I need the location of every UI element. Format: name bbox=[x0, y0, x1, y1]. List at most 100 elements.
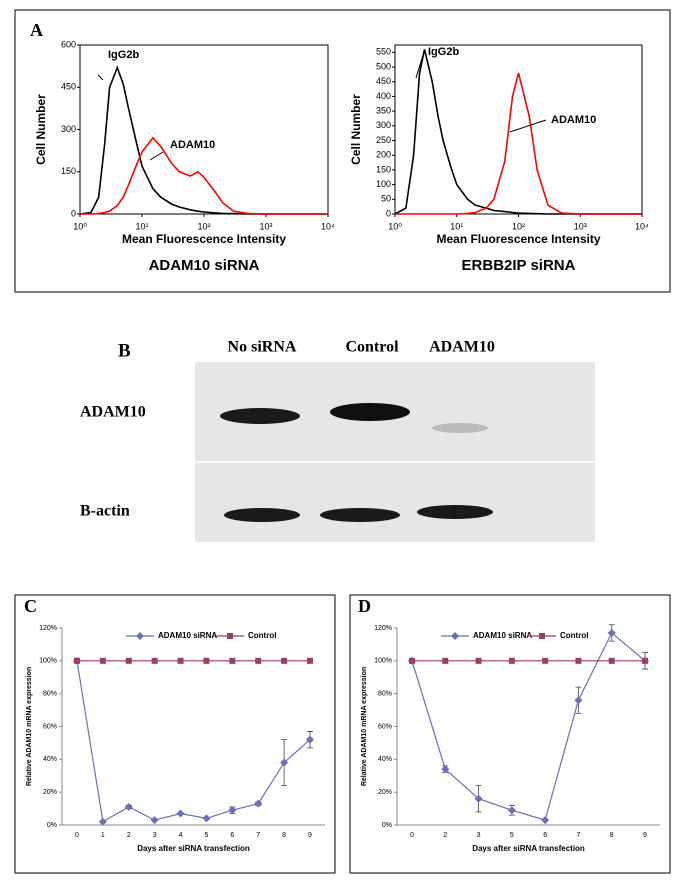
point bbox=[442, 657, 449, 664]
row-label: B-actin bbox=[80, 503, 130, 520]
x-tick-label: 10³ bbox=[259, 221, 272, 231]
band bbox=[417, 505, 493, 519]
y-tick-label: 50 bbox=[381, 194, 391, 204]
x-tick-label: 4 bbox=[179, 832, 183, 839]
point bbox=[306, 735, 314, 744]
y-tick-label: 100% bbox=[39, 658, 57, 665]
point bbox=[642, 657, 648, 664]
y-tick-label: 550 bbox=[376, 47, 391, 57]
y-tick-label: 60% bbox=[378, 723, 392, 730]
annotation: IgG2b bbox=[108, 49, 139, 61]
y-tick-label: 150 bbox=[61, 166, 76, 176]
x-tick-label: 2 bbox=[443, 832, 447, 839]
panel-a-frame bbox=[14, 9, 671, 293]
point bbox=[575, 657, 582, 664]
x-tick-label: 6 bbox=[543, 832, 547, 839]
y-tick-label: 0 bbox=[71, 208, 76, 218]
point bbox=[125, 657, 132, 664]
x-tick-label: 1 bbox=[101, 832, 105, 839]
point bbox=[176, 809, 185, 818]
annotation-arrow bbox=[149, 151, 164, 161]
x-tick-label: 5 bbox=[510, 832, 514, 839]
point bbox=[474, 794, 483, 803]
x-tick-label: 9 bbox=[308, 832, 312, 839]
point bbox=[441, 765, 450, 774]
column-label: ADAM10 bbox=[429, 339, 495, 356]
point bbox=[280, 758, 289, 767]
point bbox=[409, 657, 415, 664]
histogram-curve bbox=[395, 72, 642, 215]
blot: B No siRNA Control ADAM10 ADAM10 B-actin bbox=[80, 339, 595, 542]
point bbox=[74, 657, 80, 664]
point bbox=[124, 802, 133, 811]
histogram-curve bbox=[394, 49, 642, 215]
y-axis-label: Relative ADAM10 mRNA expression bbox=[361, 667, 368, 786]
point bbox=[307, 657, 313, 664]
point bbox=[475, 657, 482, 664]
point bbox=[507, 806, 516, 815]
point bbox=[255, 657, 262, 664]
y-axis-label: Cell Number bbox=[349, 94, 363, 165]
histogram-curve bbox=[80, 136, 328, 215]
y-tick-label: 150 bbox=[376, 164, 391, 174]
point bbox=[98, 817, 107, 826]
point bbox=[150, 816, 159, 825]
y-tick-label: 400 bbox=[376, 91, 391, 101]
x-tick-label: 8 bbox=[610, 832, 614, 839]
x-tick-label: 10⁰ bbox=[73, 221, 87, 231]
legend-marker bbox=[451, 632, 459, 640]
series-line bbox=[76, 660, 311, 823]
x-tick-label: 9 bbox=[643, 832, 647, 839]
y-tick-label: 100 bbox=[376, 179, 391, 189]
x-tick-label: 7 bbox=[256, 832, 260, 839]
panel-label: A bbox=[30, 20, 43, 40]
annotation-arrow bbox=[97, 74, 104, 81]
plot-frame bbox=[79, 44, 329, 215]
point bbox=[99, 657, 106, 664]
x-tick-label: 10¹ bbox=[135, 221, 148, 231]
point bbox=[281, 657, 288, 664]
y-tick-label: 450 bbox=[376, 76, 391, 86]
legend-label: Control bbox=[560, 631, 588, 640]
panel-c-frame bbox=[14, 594, 336, 874]
y-tick-label: 600 bbox=[61, 39, 76, 49]
x-tick-label: 10⁴ bbox=[321, 221, 335, 231]
point bbox=[607, 628, 616, 637]
y-tick-label: 120% bbox=[39, 625, 57, 632]
point bbox=[203, 657, 210, 664]
point bbox=[229, 657, 236, 664]
point bbox=[254, 799, 263, 808]
band bbox=[224, 508, 300, 522]
x-tick-label: 10³ bbox=[574, 221, 587, 231]
y-tick-label: 0 bbox=[386, 208, 391, 218]
panel-d-frame bbox=[349, 594, 671, 874]
x-tick-label: 10² bbox=[197, 221, 210, 231]
y-tick-label: 80% bbox=[378, 691, 392, 698]
y-tick-label: 80% bbox=[43, 691, 57, 698]
x-tick-label: 6 bbox=[230, 832, 234, 839]
column-label: No siRNA bbox=[228, 339, 297, 356]
x-tick-label: 0 bbox=[410, 832, 414, 839]
annotation: ADAM10 bbox=[551, 114, 596, 126]
y-tick-label: 20% bbox=[378, 789, 392, 796]
legend-marker bbox=[539, 633, 545, 639]
y-tick-label: 450 bbox=[61, 82, 76, 92]
point bbox=[228, 806, 237, 815]
y-tick-label: 0% bbox=[382, 822, 392, 829]
x-axis-label: Days after siRNA transfection bbox=[472, 844, 585, 853]
annotation: IgG2b bbox=[428, 46, 459, 58]
x-tick-label: 2 bbox=[127, 832, 131, 839]
x-axis-label: Mean Fluorescence Intensity bbox=[436, 232, 600, 246]
legend-marker bbox=[227, 633, 233, 639]
legend-label: ADAM10 siRNA bbox=[473, 631, 532, 640]
band bbox=[220, 408, 300, 424]
point bbox=[151, 657, 158, 664]
column-label: Control bbox=[345, 339, 399, 356]
caption: ERBB2IP siRNA bbox=[462, 257, 576, 274]
x-tick-label: 0 bbox=[75, 832, 79, 839]
annotation-arrow bbox=[509, 119, 547, 133]
x-tick-label: 8 bbox=[282, 832, 286, 839]
annotation-arrow bbox=[415, 54, 424, 79]
